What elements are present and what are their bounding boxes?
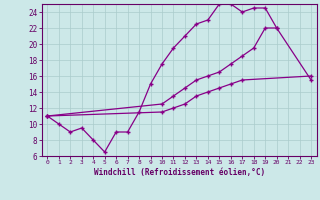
X-axis label: Windchill (Refroidissement éolien,°C): Windchill (Refroidissement éolien,°C): [94, 168, 265, 177]
